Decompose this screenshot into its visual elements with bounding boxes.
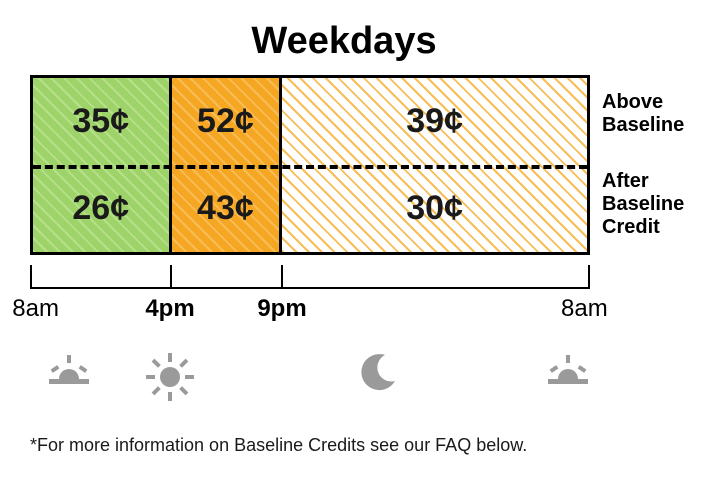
time-label: 9pm [257,295,306,323]
chart-row: 35¢26¢52¢43¢39¢30¢ AboveBaseline AfterBa… [20,75,708,255]
sunrise-icon [544,351,592,396]
axis-tick [281,265,283,289]
time-label: 4pm [145,295,194,323]
rate-chart: 35¢26¢52¢43¢39¢30¢ [30,75,590,255]
after-value: 43¢ [172,165,280,252]
time-axis: 8am4pm9pm8am [30,265,590,411]
axis-tick [170,265,172,289]
above-value: 52¢ [172,78,280,165]
sun-icon [144,351,196,408]
above-value: 39¢ [282,78,587,165]
footnote: *For more information on Baseline Credit… [30,435,708,456]
above-value: 35¢ [33,78,169,165]
after-value: 30¢ [282,165,587,252]
time-icons [30,351,590,411]
chart-title: Weekdays [0,20,708,63]
time-label: 8am [12,295,59,323]
axis-ticks [30,265,590,289]
time-label: 8am [561,295,608,323]
sunrise-icon [45,351,93,396]
side-labels: AboveBaseline AfterBaselineCredit [590,75,684,255]
axis-labels: 8am4pm9pm8am [30,295,590,331]
moon-icon [355,351,399,400]
after-value: 26¢ [33,165,169,252]
above-baseline-label: AboveBaseline [602,91,684,137]
dashed-divider [33,165,587,169]
after-credit-label: AfterBaselineCredit [602,170,684,239]
